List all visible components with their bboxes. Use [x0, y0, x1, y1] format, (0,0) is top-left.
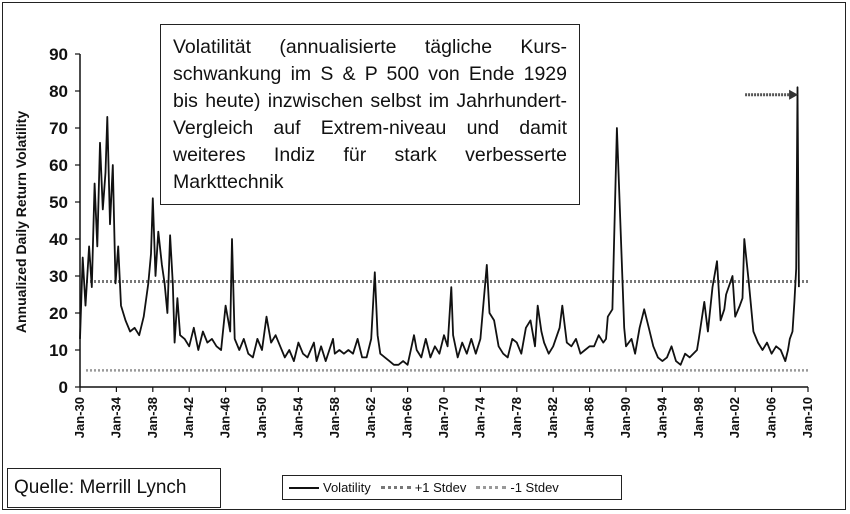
x-axis-ticks: Jan-30 Jan-34 Jan-38 Jan-42 Jan-46 Jan-50 Jan-… [72, 387, 815, 438]
annotation-box: Volatilität (annualisierte tägliche Kurs… [160, 24, 580, 205]
x-tick-label: Jan-90 [618, 397, 633, 438]
annotation-arrow [745, 89, 799, 100]
arrow-head [789, 89, 799, 100]
source-label-box: Quelle: Merrill Lynch [7, 468, 221, 508]
x-tick-label: Jan-62 [363, 397, 378, 438]
x-tick-label: Jan-30 [72, 397, 87, 438]
source-label: Quelle: Merrill Lynch [14, 477, 187, 498]
legend-item-volatility: Volatility [289, 480, 371, 495]
y-tick-label: 30 [49, 267, 68, 286]
y-tick-label: 20 [49, 304, 68, 323]
x-tick-label: Jan-78 [509, 397, 524, 438]
annotation-text: Volatilität (annualisierte tägliche Kurs… [173, 36, 567, 193]
legend-item-minus-1-stdev: -1 Stdev [476, 480, 559, 495]
y-tick-label: 50 [49, 193, 68, 212]
y-axis-ticks: 0 10 20 30 40 50 60 70 80 90 [49, 45, 80, 397]
x-tick-label: Jan-82 [545, 397, 560, 438]
legend-swatch-volatility [289, 486, 319, 489]
x-tick-label: Jan-98 [691, 397, 706, 438]
x-tick-label: Jan-02 [727, 397, 742, 438]
chart-legend: Volatility +1 Stdev -1 Stdev [282, 475, 622, 500]
x-tick-label: Jan-46 [218, 397, 233, 438]
x-tick-label: Jan-54 [290, 396, 305, 438]
y-tick-label: 80 [49, 82, 68, 101]
x-tick-label: Jan-58 [327, 397, 342, 438]
legend-swatch-plus-1-stdev [380, 486, 411, 489]
x-tick-label: Jan-86 [582, 397, 597, 438]
y-tick-label: 10 [49, 341, 68, 360]
y-tick-label: 70 [49, 119, 68, 138]
x-tick-label: Jan-70 [436, 397, 451, 438]
series-line-volatility [79, 86, 800, 366]
x-tick-label: Jan-66 [400, 397, 415, 438]
legend-label-plus-1-stdev: +1 Stdev [414, 480, 467, 495]
x-tick-label: Jan-34 [108, 396, 123, 438]
legend-item-plus-1-stdev: +1 Stdev [380, 480, 467, 495]
y-tick-label: 0 [59, 378, 68, 397]
legend-swatch-minus-1-stdev [476, 486, 507, 489]
x-tick-label: Jan-50 [254, 397, 269, 438]
y-tick-label: 90 [49, 45, 68, 64]
x-tick-label: Jan-10 [800, 397, 815, 438]
legend-label-volatility: Volatility [323, 480, 371, 495]
legend-label-minus-1-stdev: -1 Stdev [510, 480, 559, 495]
y-axis-label: Annualized Daily Return Volatility [13, 111, 29, 333]
y-tick-label: 60 [49, 156, 68, 175]
x-tick-label: Jan-74 [472, 396, 487, 438]
x-tick-label: Jan-42 [181, 397, 196, 438]
x-tick-label: Jan-38 [145, 397, 160, 438]
x-tick-label: Jan-06 [764, 397, 779, 438]
series-layer [79, 86, 808, 372]
x-tick-label: Jan-94 [654, 396, 669, 438]
y-tick-label: 40 [49, 230, 68, 249]
